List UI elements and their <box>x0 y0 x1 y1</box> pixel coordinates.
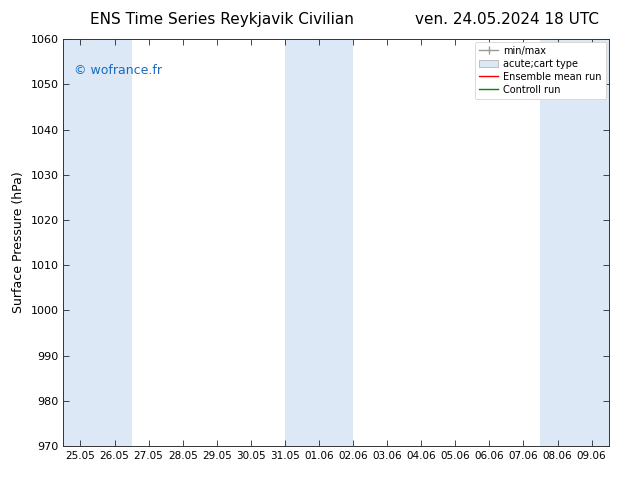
Text: © wofrance.fr: © wofrance.fr <box>74 64 162 76</box>
Legend: min/max, acute;cart type, Ensemble mean run, Controll run: min/max, acute;cart type, Ensemble mean … <box>475 42 605 98</box>
Bar <box>285 39 353 446</box>
Bar <box>540 39 609 446</box>
Text: ENS Time Series Reykjavik Civilian: ENS Time Series Reykjavik Civilian <box>90 12 354 27</box>
Text: ven. 24.05.2024 18 UTC: ven. 24.05.2024 18 UTC <box>415 12 599 27</box>
Bar <box>63 39 132 446</box>
Y-axis label: Surface Pressure (hPa): Surface Pressure (hPa) <box>12 172 25 314</box>
